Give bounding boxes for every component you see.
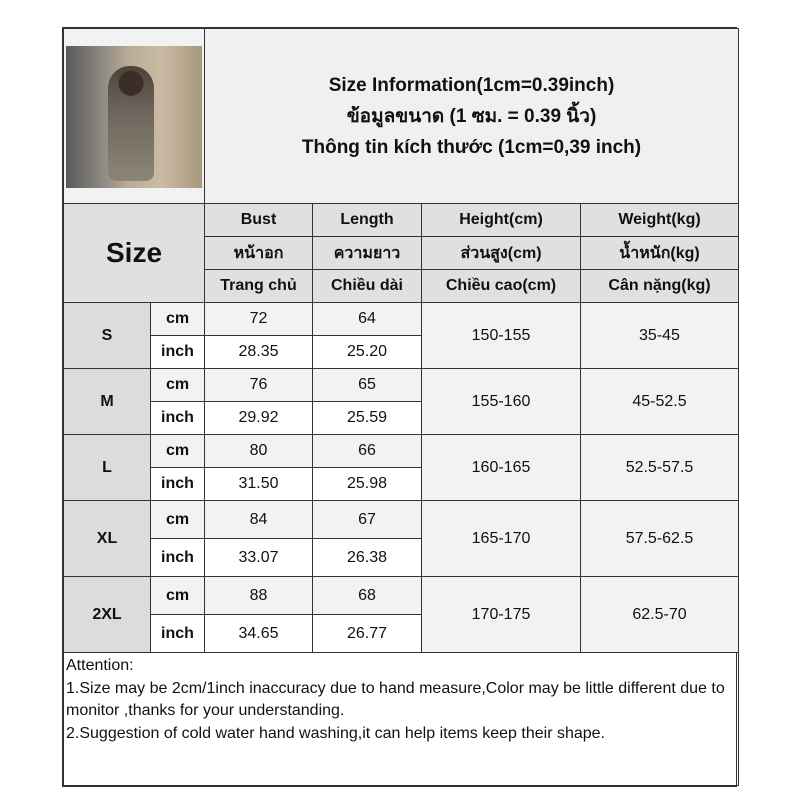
unit-cm: cm <box>150 500 205 539</box>
col-bust-en: Bust <box>204 203 313 237</box>
height-range: 170-175 <box>421 576 581 653</box>
table-row: inch 31.50 25.98 <box>64 467 739 501</box>
col-height-th: ส่วนสูง(cm) <box>421 236 581 270</box>
notes-line-2: 2.Suggestion of cold water hand washing,… <box>66 724 605 742</box>
size-table: Size Information(1cm=0.39inch) ข้อมูลขนา… <box>63 28 739 786</box>
weight-range: 52.5-57.5 <box>580 434 739 501</box>
unit-cm: cm <box>150 368 205 402</box>
unit-cm: cm <box>150 302 205 336</box>
length-inch: 26.38 <box>312 538 422 577</box>
size-label: 2XL <box>63 576 151 653</box>
height-range: 165-170 <box>421 500 581 577</box>
height-range: 160-165 <box>421 434 581 501</box>
weight-range: 45-52.5 <box>580 368 739 435</box>
size-label: XL <box>63 500 151 577</box>
size-header: Size <box>63 203 205 303</box>
length-inch: 25.59 <box>312 401 422 435</box>
unit-cm: cm <box>150 434 205 468</box>
col-height-vi: Chiều cao(cm) <box>421 269 581 303</box>
table-row: inch 28.35 25.20 <box>64 335 739 369</box>
col-height-en: Height(cm) <box>421 203 581 237</box>
size-label: M <box>63 368 151 435</box>
bust-cm: 84 <box>204 500 313 539</box>
chart-title: Size Information(1cm=0.39inch) ข้อมูลขนา… <box>204 28 739 204</box>
unit-inch: inch <box>150 538 205 577</box>
height-range: 150-155 <box>421 302 581 369</box>
col-bust-th: หน้าอก <box>204 236 313 270</box>
unit-inch: inch <box>150 401 205 435</box>
length-cm: 67 <box>312 500 422 539</box>
unit-inch: inch <box>150 335 205 369</box>
product-photo-cell <box>63 28 205 204</box>
length-cm: 65 <box>312 368 422 402</box>
bust-cm: 76 <box>204 368 313 402</box>
col-length-en: Length <box>312 203 422 237</box>
size-chart: Size Information(1cm=0.39inch) ข้อมูลขนา… <box>62 27 739 787</box>
col-weight-th: น้ำหนัก(kg) <box>580 236 739 270</box>
notes-line-1: 1.Size may be 2cm/1inch inaccuracy due t… <box>66 679 725 720</box>
length-inch: 25.20 <box>312 335 422 369</box>
unit-cm: cm <box>150 576 205 615</box>
weight-range: 57.5-62.5 <box>580 500 739 577</box>
bust-cm: 80 <box>204 434 313 468</box>
weight-range: 62.5-70 <box>580 576 739 653</box>
size-label: L <box>63 434 151 501</box>
length-cm: 66 <box>312 434 422 468</box>
table-row: inch 33.07 26.38 <box>64 538 739 577</box>
length-inch: 25.98 <box>312 467 422 501</box>
length-cm: 68 <box>312 576 422 615</box>
table-row: inch 29.92 25.59 <box>64 401 739 435</box>
title-th: ข้อมูลขนาด (1 ซม. = 0.39 นิ้ว) <box>346 105 597 127</box>
col-weight-vi: Cân nặng(kg) <box>580 269 739 303</box>
col-length-vi: Chiều dài <box>312 269 422 303</box>
table-row: inch 34.65 26.77 <box>64 614 739 653</box>
title-en: Size Information(1cm=0.39inch) <box>328 74 615 96</box>
unit-inch: inch <box>150 614 205 653</box>
bust-cm: 72 <box>204 302 313 336</box>
bust-cm: 88 <box>204 576 313 615</box>
unit-inch: inch <box>150 467 205 501</box>
col-weight-en: Weight(kg) <box>580 203 739 237</box>
table-row: XL cm 84 67 165-170 57.5-62.5 <box>63 500 739 577</box>
height-range: 155-160 <box>421 368 581 435</box>
bust-inch: 29.92 <box>204 401 313 435</box>
title-vi: Thông tin kích thước (1cm=0,39 inch) <box>301 136 642 158</box>
bust-inch: 28.35 <box>204 335 313 369</box>
length-cm: 64 <box>312 302 422 336</box>
bust-inch: 34.65 <box>204 614 313 653</box>
col-bust-vi: Trang chủ <box>204 269 313 303</box>
bust-inch: 33.07 <box>204 538 313 577</box>
col-length-th: ความยาว <box>312 236 422 270</box>
attention-notes: Attention: 1.Size may be 2cm/1inch inacc… <box>63 652 739 786</box>
table-row: 2XL cm 88 68 170-175 62.5-70 <box>63 576 739 653</box>
product-photo <box>66 46 202 188</box>
notes-heading: Attention: <box>66 657 134 674</box>
length-inch: 26.77 <box>312 614 422 653</box>
weight-range: 35-45 <box>580 302 739 369</box>
size-label: S <box>63 302 151 369</box>
bust-inch: 31.50 <box>204 467 313 501</box>
